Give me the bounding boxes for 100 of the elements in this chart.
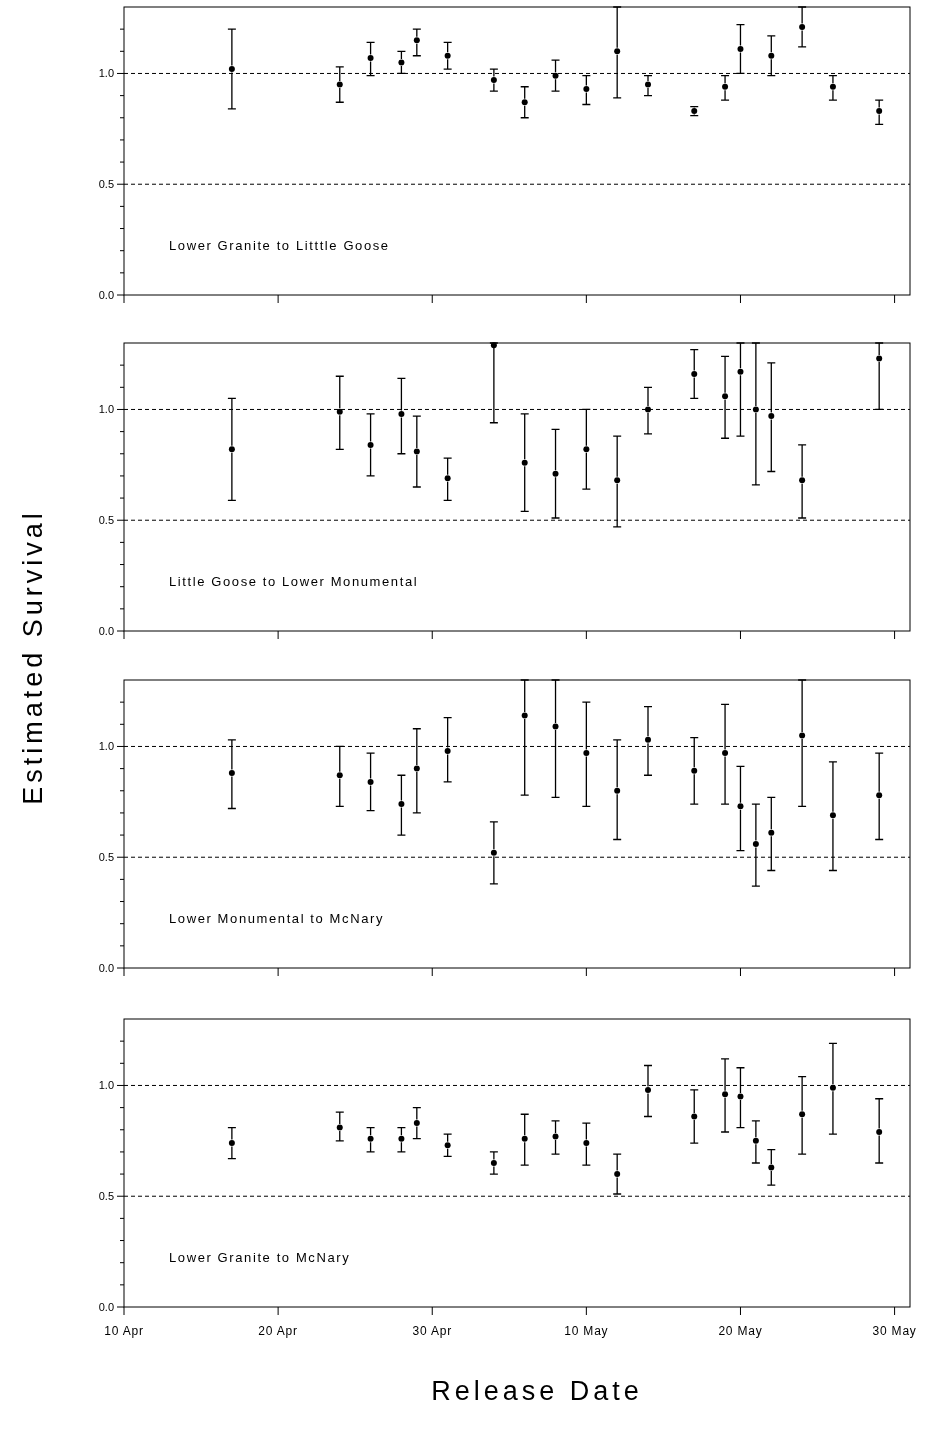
- point: [367, 441, 374, 448]
- point: [413, 448, 420, 455]
- point: [367, 778, 374, 785]
- point: [413, 765, 420, 772]
- point: [583, 1140, 590, 1147]
- point: [398, 1135, 405, 1142]
- y-tick-label: 0.0: [98, 1300, 114, 1313]
- point: [398, 801, 405, 808]
- y-tick-label: 0.5: [98, 1190, 114, 1203]
- point: [645, 81, 651, 88]
- point: [367, 54, 374, 61]
- point: [336, 1124, 343, 1131]
- point: [722, 83, 729, 90]
- point: [876, 1128, 883, 1135]
- point: [398, 410, 405, 417]
- y-tick-label: 0.5: [98, 514, 114, 527]
- point: [228, 446, 235, 453]
- y-tick-label: 1.0: [98, 740, 114, 753]
- point: [490, 77, 497, 84]
- point: [336, 81, 343, 88]
- point: [614, 477, 621, 484]
- point: [552, 470, 559, 477]
- point: [768, 413, 775, 420]
- point: [829, 83, 836, 90]
- point: [336, 408, 343, 415]
- point: [521, 1135, 528, 1142]
- x-tick-label: 30 Apr: [412, 1324, 452, 1338]
- point: [444, 747, 451, 754]
- point: [367, 1135, 374, 1142]
- point: [444, 475, 451, 482]
- x-tick-label: 20 May: [718, 1324, 763, 1338]
- point: [521, 712, 528, 719]
- point: [552, 723, 559, 730]
- point: [768, 829, 775, 836]
- point: [829, 812, 836, 819]
- point: [737, 368, 744, 375]
- point: [521, 99, 528, 106]
- point: [799, 732, 806, 739]
- y-tick-label: 1.0: [98, 67, 114, 80]
- point: [876, 108, 883, 115]
- point: [583, 750, 590, 757]
- point: [691, 1113, 698, 1120]
- point: [336, 772, 343, 779]
- point: [876, 355, 883, 362]
- point: [722, 1091, 729, 1098]
- point: [552, 1133, 559, 1140]
- y-tick-label: 0.0: [98, 288, 114, 301]
- y-tick-label: 0.0: [98, 624, 114, 637]
- point: [614, 787, 621, 794]
- point: [228, 1140, 235, 1147]
- point: [413, 37, 420, 44]
- point: [490, 1160, 497, 1166]
- point: [752, 1137, 759, 1144]
- x-tick-label: 20 Apr: [258, 1324, 298, 1338]
- point: [583, 85, 590, 92]
- point: [752, 840, 759, 847]
- point: [722, 393, 729, 400]
- annotation: Little Goose to Lower Monumental: [169, 574, 419, 589]
- point: [645, 1086, 651, 1093]
- point: [444, 52, 451, 59]
- point: [583, 446, 590, 453]
- point: [614, 48, 621, 55]
- point: [228, 770, 235, 777]
- y-tick-label: 1.0: [98, 403, 114, 416]
- point: [876, 792, 883, 799]
- x-axis-title: Release Date: [431, 1376, 643, 1406]
- x-tick-label: 10 Apr: [104, 1324, 144, 1338]
- point: [444, 1142, 451, 1149]
- point: [413, 1120, 420, 1127]
- point: [645, 406, 651, 413]
- point: [799, 23, 806, 30]
- y-tick-label: 0.5: [98, 851, 114, 864]
- point: [722, 750, 729, 757]
- point: [552, 72, 559, 79]
- point: [490, 849, 497, 856]
- annotation: Lower Granite to McNary: [169, 1250, 351, 1265]
- point: [691, 767, 698, 774]
- y-tick-label: 0.5: [98, 178, 114, 191]
- point: [737, 803, 744, 810]
- point: [691, 371, 698, 378]
- point: [645, 736, 651, 743]
- point: [799, 1111, 806, 1118]
- point: [490, 342, 497, 349]
- point: [228, 66, 235, 73]
- y-axis-title: Estimated Survival: [18, 509, 48, 805]
- y-tick-label: 0.0: [98, 961, 114, 974]
- annotation: Lower Granite to Litttle Goose: [169, 238, 390, 253]
- y-tick-label: 1.0: [98, 1079, 114, 1092]
- point: [752, 406, 759, 413]
- x-tick-label: 10 May: [564, 1324, 609, 1338]
- point: [768, 52, 775, 59]
- point: [737, 1093, 744, 1100]
- point: [799, 477, 806, 484]
- point: [829, 1084, 836, 1091]
- point: [614, 1171, 621, 1178]
- x-tick-label: 30 May: [872, 1324, 917, 1338]
- point: [521, 459, 528, 466]
- point: [737, 46, 744, 53]
- annotation: Lower Monumental to McNary: [169, 911, 384, 926]
- point: [398, 59, 405, 66]
